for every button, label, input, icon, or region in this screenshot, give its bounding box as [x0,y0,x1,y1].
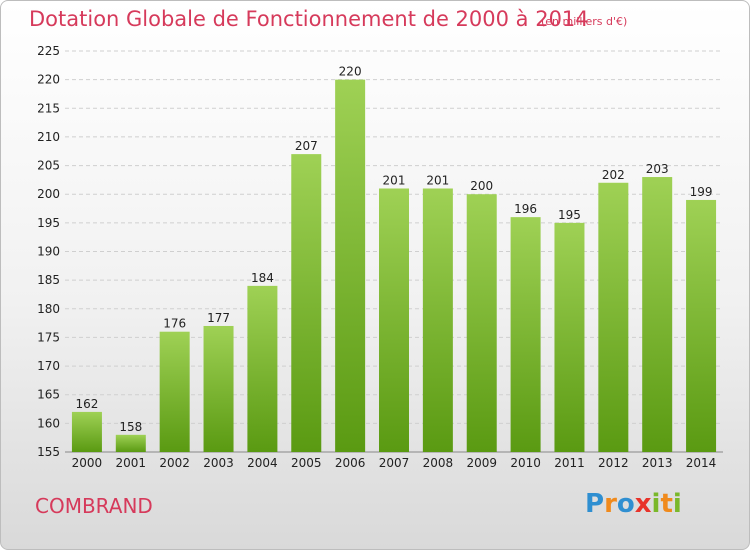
data-label-2012: 202 [602,168,625,182]
data-label-2008: 201 [426,173,449,187]
x-tick-label-2005: 2005 [291,456,322,470]
bar-2004 [247,285,278,452]
data-label-2006: 220 [339,65,362,79]
data-label-2002: 176 [163,317,186,331]
y-tick-label: 175 [37,330,60,344]
x-tick-label-2012: 2012 [598,456,629,470]
x-tick-label-2011: 2011 [554,456,585,470]
y-axis-ticks: 155 160 165 170 175 180 185 190 195 200 205 210 215 2… [37,44,60,459]
data-label-2003: 177 [207,311,230,325]
data-label-2005: 207 [295,139,318,153]
commune-name: COMBRAND [35,494,153,518]
y-tick-label: 225 [37,44,60,58]
y-tick-label: 215 [37,101,60,115]
y-tick-label: 170 [37,359,60,373]
y-tick-label: 190 [37,245,60,259]
x-tick-label-2000: 2000 [72,456,103,470]
x-tick-label-2001: 2001 [116,456,147,470]
bar-2009 [466,194,497,452]
y-tick-label: 180 [37,302,60,316]
chart-title: Dotation Globale de Fonctionnement de 20… [29,7,589,31]
bar-2001 [115,434,146,452]
bar-2011 [554,222,585,452]
data-label-2013: 203 [646,162,669,176]
data-label-2004: 184 [251,271,274,285]
data-labels: 162 158 176 177 184 207 220 201 201 200 196 195 202 2… [75,65,712,434]
y-tick-label: 155 [37,445,60,459]
bar-2005 [291,154,322,452]
data-label-2007: 201 [383,173,406,187]
bar-2007 [379,188,409,452]
x-axis-ticks: 2000 2001 2002 2003 2004 2005 2006 2007 2008 2009… [72,456,717,470]
x-tick-label-2010: 2010 [510,456,541,470]
bar-2003 [203,325,234,452]
data-label-2011: 195 [558,208,581,222]
bar-2002 [159,331,190,452]
y-tick-label: 210 [37,130,60,144]
y-tick-label: 205 [37,159,60,173]
y-tick-label: 185 [37,273,60,287]
proxiti-logo: Proxiti [585,489,682,519]
x-tick-label-2003: 2003 [203,456,234,470]
bar-2014 [686,199,717,452]
x-tick-label-2008: 2008 [423,456,454,470]
y-tick-label: 200 [37,187,60,201]
chart-subtitle: (en milliers d'€) [541,15,628,28]
y-tick-label: 160 [37,416,60,430]
x-tick-label-2007: 2007 [379,456,410,470]
bars [71,79,717,453]
data-label-2014: 199 [690,185,713,199]
data-label-2000: 162 [75,397,98,411]
x-tick-label-2009: 2009 [466,456,497,470]
data-label-2009: 200 [470,179,493,193]
x-tick-label-2002: 2002 [159,456,190,470]
y-tick-label: 165 [37,388,60,402]
x-tick-label-2013: 2013 [642,456,673,470]
bar-2012 [598,182,629,452]
y-tick-label: 195 [37,216,60,230]
data-label-2001: 158 [119,420,142,434]
bar-2000 [71,411,102,452]
data-label-2010: 196 [514,202,537,216]
y-tick-label: 220 [37,73,60,87]
x-tick-label-2006: 2006 [335,456,366,470]
x-tick-label-2014: 2014 [686,456,717,470]
bar-2013 [642,177,673,452]
bar-2008 [422,188,453,452]
bar-2010 [510,217,541,452]
x-tick-label-2004: 2004 [247,456,278,470]
bar-2006 [335,79,366,453]
